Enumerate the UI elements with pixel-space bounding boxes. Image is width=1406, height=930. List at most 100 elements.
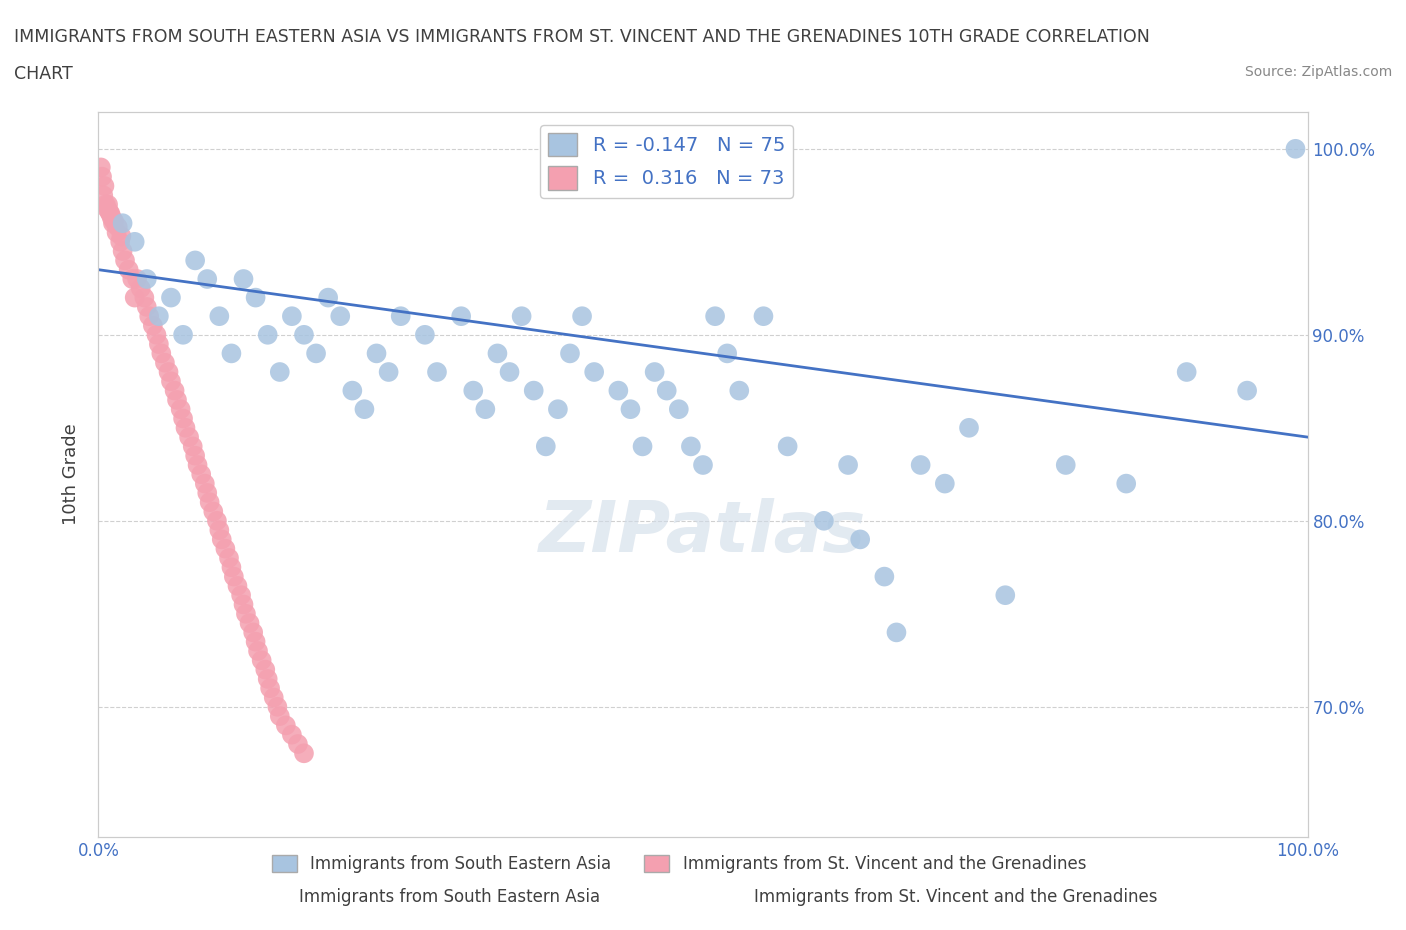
- Point: [342, 383, 364, 398]
- Point: [247, 644, 270, 658]
- Point: [187, 458, 209, 472]
- Point: [679, 439, 702, 454]
- Point: [153, 355, 176, 370]
- Point: [232, 272, 254, 286]
- Point: [266, 699, 288, 714]
- Point: [704, 309, 727, 324]
- Point: [202, 504, 225, 519]
- Point: [145, 327, 167, 342]
- Point: [245, 290, 267, 305]
- Point: [474, 402, 496, 417]
- Point: [229, 588, 252, 603]
- Point: [413, 327, 436, 342]
- Point: [619, 402, 641, 417]
- Point: [1115, 476, 1137, 491]
- Point: [256, 671, 278, 686]
- Point: [886, 625, 908, 640]
- Point: [208, 309, 231, 324]
- Point: [172, 327, 194, 342]
- Point: [107, 219, 129, 234]
- Point: [172, 411, 194, 426]
- Point: [163, 383, 186, 398]
- Point: [160, 290, 183, 305]
- Point: [250, 653, 273, 668]
- Point: [221, 560, 243, 575]
- Point: [101, 216, 124, 231]
- Point: [281, 309, 304, 324]
- Point: [523, 383, 546, 398]
- Point: [184, 448, 207, 463]
- Point: [214, 541, 236, 556]
- Text: IMMIGRANTS FROM SOUTH EASTERN ASIA VS IMMIGRANTS FROM ST. VINCENT AND THE GRENAD: IMMIGRANTS FROM SOUTH EASTERN ASIA VS IM…: [14, 28, 1150, 46]
- Point: [135, 299, 157, 314]
- Point: [242, 625, 264, 640]
- Point: [91, 188, 114, 203]
- Point: [752, 309, 775, 324]
- Point: [873, 569, 896, 584]
- Point: [644, 365, 666, 379]
- Point: [245, 634, 267, 649]
- Point: [226, 578, 249, 593]
- Point: [111, 216, 134, 231]
- Point: [157, 365, 180, 379]
- Point: [389, 309, 412, 324]
- Point: [97, 197, 120, 212]
- Point: [292, 327, 315, 342]
- Point: [813, 513, 835, 528]
- Point: [607, 383, 630, 398]
- Y-axis label: 10th Grade: 10th Grade: [62, 423, 80, 525]
- Point: [1284, 141, 1306, 156]
- Point: [934, 476, 956, 491]
- Point: [111, 244, 134, 259]
- Point: [150, 346, 173, 361]
- Point: [124, 290, 146, 305]
- Point: [148, 337, 170, 352]
- Point: [108, 234, 131, 249]
- Point: [426, 365, 449, 379]
- Point: [450, 309, 472, 324]
- Point: [195, 272, 218, 286]
- Point: [263, 690, 285, 705]
- Point: [98, 205, 121, 219]
- Point: [274, 718, 297, 733]
- Point: [281, 727, 304, 742]
- Point: [174, 420, 197, 435]
- Point: [114, 253, 136, 268]
- Point: [776, 439, 799, 454]
- Point: [222, 569, 245, 584]
- Point: [256, 327, 278, 342]
- Point: [96, 201, 118, 216]
- Point: [329, 309, 352, 324]
- Point: [486, 346, 509, 361]
- Point: [94, 197, 117, 212]
- Point: [235, 606, 257, 621]
- Point: [198, 495, 221, 510]
- Point: [287, 737, 309, 751]
- Point: [571, 309, 593, 324]
- Point: [179, 430, 201, 445]
- Point: [232, 597, 254, 612]
- Point: [1175, 365, 1198, 379]
- Point: [135, 272, 157, 286]
- Point: [208, 523, 231, 538]
- Point: [366, 346, 388, 361]
- Point: [583, 365, 606, 379]
- Point: [190, 467, 212, 482]
- Point: [93, 179, 115, 193]
- Point: [269, 709, 291, 724]
- Point: [194, 476, 217, 491]
- Point: [534, 439, 557, 454]
- Point: [239, 616, 262, 631]
- Point: [292, 746, 315, 761]
- Point: [510, 309, 533, 324]
- Point: [169, 402, 191, 417]
- Point: [118, 262, 141, 277]
- Point: [148, 309, 170, 324]
- Point: [254, 662, 277, 677]
- Point: [105, 225, 128, 240]
- Point: [547, 402, 569, 417]
- Point: [103, 214, 125, 229]
- Point: [166, 392, 188, 407]
- Point: [1236, 383, 1258, 398]
- Text: Immigrants from St. Vincent and the Grenadines: Immigrants from St. Vincent and the Gren…: [755, 888, 1157, 906]
